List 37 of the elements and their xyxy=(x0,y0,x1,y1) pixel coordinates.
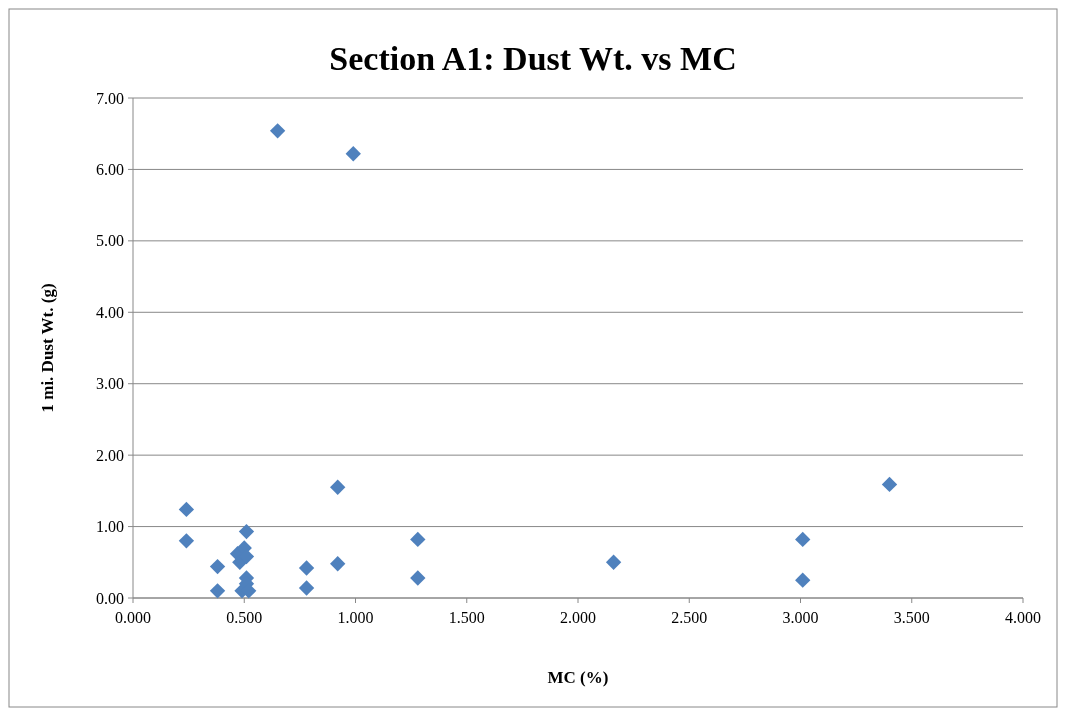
point xyxy=(410,531,426,548)
point xyxy=(881,476,898,493)
x-tick-label: 1.000 xyxy=(337,609,374,626)
y-tick-label: 3.00 xyxy=(96,375,124,393)
x-tick-label: 3.000 xyxy=(782,609,819,626)
point xyxy=(795,531,811,548)
point xyxy=(795,572,811,588)
x-tick-label: 0.000 xyxy=(115,609,151,626)
point xyxy=(605,554,622,570)
x-tick-label: 1.500 xyxy=(448,609,485,626)
y-tick-label: 0.00 xyxy=(96,589,124,607)
point xyxy=(330,479,346,495)
point xyxy=(298,580,315,596)
point xyxy=(298,560,315,576)
chart-title: Section A1: Dust Wt. vs MC xyxy=(329,40,737,77)
point xyxy=(238,523,255,540)
point xyxy=(209,583,226,599)
y-tick-label: 1.00 xyxy=(96,518,124,536)
x-axis-title: MC (%) xyxy=(547,668,609,687)
y-tick-label: 4.00 xyxy=(96,303,124,321)
point xyxy=(269,123,286,139)
point xyxy=(209,558,226,575)
y-tick-label: 7.00 xyxy=(96,89,124,107)
y-tick-label: 6.00 xyxy=(96,161,124,179)
x-tick-label: 2.500 xyxy=(671,609,708,626)
y-tick-label: 2.00 xyxy=(96,446,124,464)
x-tick-label: 4.000 xyxy=(1005,609,1041,626)
x-tick-label: 3.500 xyxy=(893,609,930,626)
y-tick-label: 5.00 xyxy=(96,232,124,250)
y-axis-title: 1 mi. Dust Wt. (g) xyxy=(38,283,57,413)
point xyxy=(178,533,195,549)
point xyxy=(178,501,195,518)
x-tick-label: 2.000 xyxy=(560,609,596,626)
point xyxy=(330,556,346,572)
point xyxy=(345,146,361,162)
point xyxy=(410,570,426,586)
x-tick-label: 0.500 xyxy=(226,609,263,626)
